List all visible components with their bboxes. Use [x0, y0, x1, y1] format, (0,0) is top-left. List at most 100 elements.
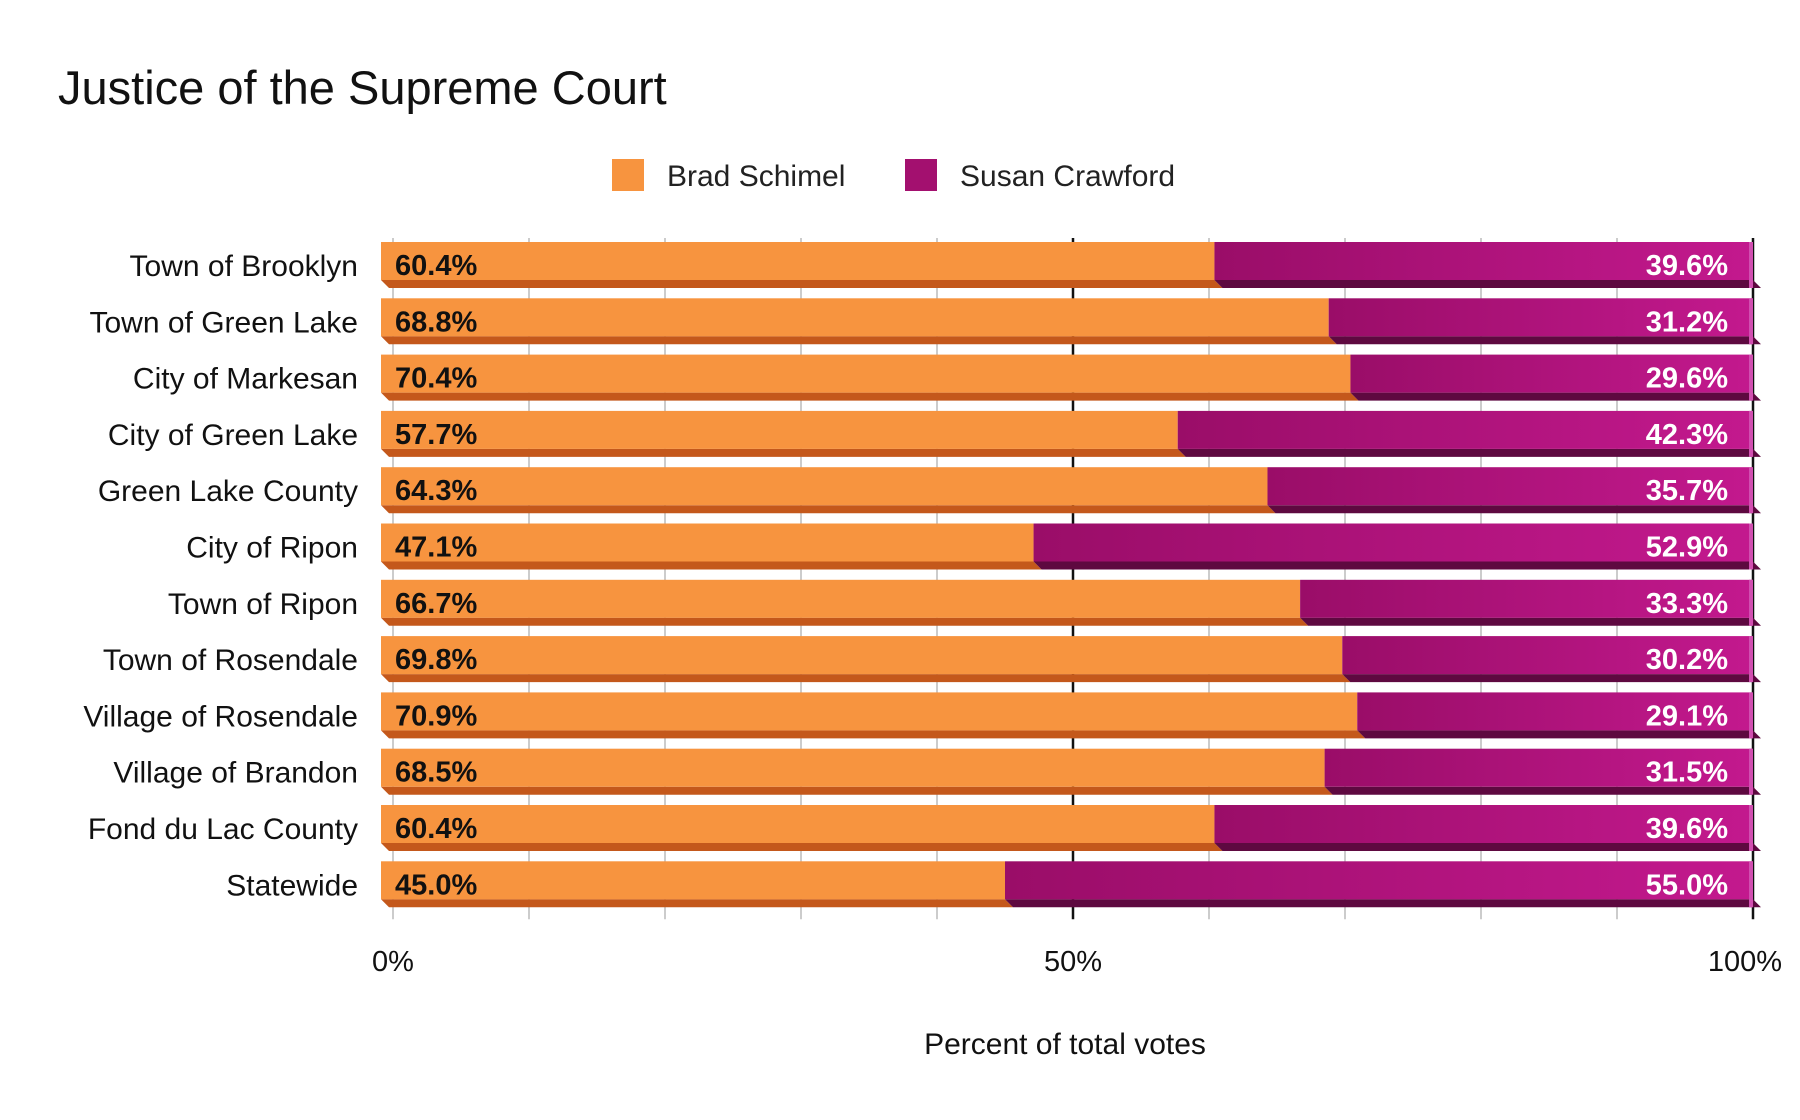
bar-segment-depth: [381, 280, 1223, 288]
bar-segment-depth: [1267, 505, 1761, 514]
bar-segment: [381, 636, 1343, 675]
category-label: Town of Green Lake: [90, 306, 359, 339]
value-label: 57.7%: [395, 419, 477, 451]
bar-segment: [381, 410, 1178, 449]
bar-segment-depth: [1328, 336, 1761, 345]
bar-segment-depth: [381, 505, 1276, 514]
bars: Town of Brooklyn 60.4% 39.6% Town of Green …: [83, 242, 1761, 908]
legend-swatch: [612, 159, 644, 191]
bar-row: Town of Rosendale 69.8% 30.2%: [103, 636, 1761, 683]
bar-row: City of Ripon 47.1% 52.9%: [186, 523, 1761, 570]
category-label: Town of Brooklyn: [130, 250, 358, 283]
bar-segment-depth: [1357, 730, 1761, 739]
bar-row: City of Green Lake 57.7% 42.3%: [108, 410, 1761, 457]
bar-row: Town of Brooklyn 60.4% 39.6%: [130, 242, 1761, 288]
value-label: 66.7%: [395, 588, 477, 620]
bar-row: Statewide 45.0% 55.0%: [226, 861, 1761, 908]
bar-row: Town of Ripon 66.7% 33.3%: [168, 579, 1761, 626]
value-label: 30.2%: [1646, 644, 1728, 676]
bar-segment: [1342, 636, 1753, 675]
bar-segment-depth: [1214, 843, 1761, 851]
bar-segment-depth: [1300, 617, 1761, 626]
tick-label: 0%: [372, 946, 414, 978]
bar-edge: [1749, 298, 1753, 345]
bar-edge: [1749, 467, 1753, 514]
category-label: Town of Rosendale: [103, 644, 358, 677]
bar-segment: [1033, 523, 1753, 562]
bar-edge: [1749, 579, 1753, 626]
legend-label: Susan Crawford: [960, 160, 1175, 193]
bar-edge: [1749, 523, 1753, 570]
bar-row: Village of Rosendale 70.9% 29.1%: [83, 692, 1761, 739]
value-label: 70.4%: [395, 363, 477, 395]
category-label: Town of Ripon: [168, 588, 358, 621]
category-label: Statewide: [226, 869, 358, 902]
x-axis: 0% 50% 100%: [372, 946, 1782, 978]
chart-title: Justice of the Supreme Court: [58, 61, 667, 114]
value-label: 52.9%: [1646, 532, 1728, 564]
bar-edge: [1749, 805, 1753, 851]
bar-segment: [381, 579, 1301, 618]
legend: Brad Schimel Susan Crawford: [612, 159, 1175, 193]
value-label: 47.1%: [395, 532, 477, 564]
bar-row: Town of Green Lake 68.8% 31.2%: [90, 298, 1761, 345]
bar-segment: [381, 805, 1215, 843]
bar-segment-depth: [1005, 899, 1761, 908]
value-label: 69.8%: [395, 644, 477, 676]
bar-segment-depth: [381, 899, 1013, 908]
bar-edge: [1749, 748, 1753, 795]
bar-edge: [1749, 692, 1753, 739]
legend-label: Brad Schimel: [667, 160, 845, 193]
bar-segment-depth: [1033, 561, 1761, 570]
value-label: 42.3%: [1646, 419, 1728, 451]
bar-segment-depth: [381, 336, 1337, 345]
bar-row: Green Lake County 64.3% 35.7%: [98, 467, 1761, 514]
bar-edge: [1749, 410, 1753, 457]
value-label: 70.9%: [395, 700, 477, 732]
bar-segment: [1300, 579, 1753, 618]
bar-segment-depth: [381, 786, 1333, 795]
bar-segment: [1324, 748, 1753, 787]
bar-row: Village of Brandon 68.5% 31.5%: [113, 748, 1761, 795]
bar-segment: [381, 523, 1034, 562]
category-label: Green Lake County: [98, 475, 358, 508]
bar-edge: [1749, 242, 1753, 288]
bar-segment-depth: [1324, 786, 1761, 795]
value-label: 39.6%: [1646, 250, 1728, 282]
bar-segment: [1328, 298, 1753, 337]
value-label: 39.6%: [1646, 813, 1728, 845]
bar-segment-depth: [1214, 280, 1761, 288]
value-label: 31.2%: [1646, 306, 1728, 338]
bar-segment-depth: [381, 674, 1351, 683]
value-label: 31.5%: [1646, 757, 1728, 789]
value-label: 68.5%: [395, 757, 477, 789]
bar-segment-depth: [381, 561, 1042, 570]
bar-segment-depth: [381, 617, 1309, 626]
bar-segment: [1214, 242, 1753, 280]
bar-edge: [1749, 354, 1753, 401]
value-label: 60.4%: [395, 813, 477, 845]
bar-segment: [381, 467, 1268, 506]
bar-segment-depth: [1342, 674, 1761, 683]
value-label: 29.1%: [1646, 700, 1728, 732]
x-axis-label: Percent of total votes: [924, 1028, 1206, 1061]
bar-segment-depth: [381, 448, 1186, 457]
bar-segment: [381, 692, 1358, 731]
value-label: 29.6%: [1646, 363, 1728, 395]
category-label: City of Green Lake: [108, 419, 358, 452]
value-label: 68.8%: [395, 306, 477, 338]
bar-row: City of Markesan 70.4% 29.6%: [133, 354, 1761, 401]
category-label: City of Ripon: [186, 532, 358, 565]
bar-edge: [1749, 636, 1753, 683]
bar-segment-depth: [1177, 448, 1761, 457]
bar-segment: [381, 748, 1325, 787]
bar-segment: [381, 298, 1329, 337]
value-label: 55.0%: [1646, 869, 1728, 901]
value-label: 45.0%: [395, 869, 477, 901]
value-label: 60.4%: [395, 250, 477, 282]
bar-segment: [1357, 692, 1753, 731]
bar-row: Fond du Lac County 60.4% 39.6%: [88, 805, 1761, 851]
value-label: 33.3%: [1646, 588, 1728, 620]
bar-segment: [381, 861, 1005, 900]
